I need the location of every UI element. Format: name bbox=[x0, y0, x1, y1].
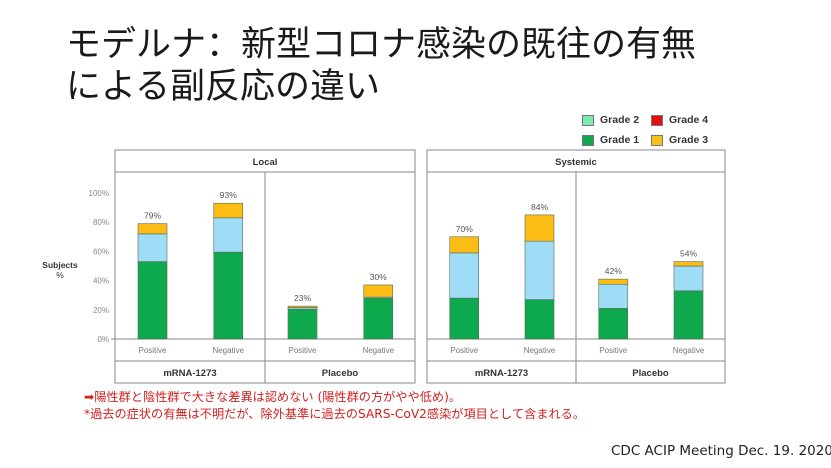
bar-segment-grade2 bbox=[449, 252, 480, 299]
slide-title: モデルナ：新型コロナ感染の既往の有無 による副反応の違い bbox=[66, 24, 696, 108]
bar-segment-grade1 bbox=[673, 290, 704, 340]
bar-total-label: 84% bbox=[531, 202, 548, 212]
bar-segment-grade3 bbox=[363, 284, 394, 298]
bar-segment-grade1 bbox=[137, 261, 168, 340]
y-tick-label: 20% bbox=[93, 306, 109, 315]
legend-item-grade-1: Grade 1 bbox=[582, 134, 639, 146]
legend-swatch-grade-3 bbox=[651, 134, 663, 146]
note-line-1: ➡陽性群と陰性群で大きな差異は認めない (陽性群の方がやや低め)。 bbox=[84, 390, 462, 404]
x-category-label: Negative bbox=[673, 346, 705, 355]
legend-label-grade-4: Grade 4 bbox=[669, 114, 709, 126]
legend-label-grade-1: Grade 1 bbox=[600, 134, 640, 146]
bar-segment-grade3 bbox=[137, 223, 168, 235]
bar-segment-grade3 bbox=[287, 305, 318, 308]
bar-total-label: 42% bbox=[605, 266, 622, 276]
x-category-label: Negative bbox=[362, 346, 394, 355]
bar-segment-grade1 bbox=[598, 308, 629, 340]
panel-title: Systemic bbox=[555, 157, 597, 168]
legend-item-grade-2: Grade 2 bbox=[582, 114, 639, 126]
bar-segment-grade1 bbox=[213, 251, 244, 340]
group-label: Placebo bbox=[322, 368, 359, 379]
bar-segment-grade1 bbox=[363, 297, 394, 340]
group-label: mRNA-1273 bbox=[475, 368, 528, 379]
legend-swatch-grade-2 bbox=[582, 114, 594, 126]
bar-total-label: 70% bbox=[456, 224, 473, 234]
legend-label-grade-3: Grade 3 bbox=[669, 134, 709, 146]
slide-title-line-2: による副反応の違い bbox=[66, 67, 380, 107]
bar-segment-grade1 bbox=[449, 297, 480, 340]
panel-title: Local bbox=[253, 157, 278, 168]
y-tick-label: 100% bbox=[89, 189, 109, 198]
y-axis-label: Subjects bbox=[42, 260, 78, 270]
bar-total-label: 93% bbox=[220, 190, 237, 200]
y-tick-label: 80% bbox=[93, 218, 109, 227]
y-axis-label-unit: % bbox=[56, 270, 64, 280]
bar-segment-grade2 bbox=[524, 240, 555, 300]
bar-segment-grade3 bbox=[449, 236, 480, 254]
bar-total-label: 30% bbox=[370, 272, 387, 282]
group-label: Placebo bbox=[632, 368, 669, 379]
group-label: mRNA-1273 bbox=[163, 368, 216, 379]
bar-segment-grade2 bbox=[213, 217, 244, 253]
x-category-label: Negative bbox=[524, 346, 556, 355]
x-category-label: Positive bbox=[288, 346, 317, 355]
notes: ➡陽性群と陰性群で大きな差異は認めない (陽性群の方がやや低め)。 *過去の症状… bbox=[84, 389, 585, 423]
bar-segment-grade2 bbox=[673, 265, 704, 292]
legend-swatch-grade-1 bbox=[582, 134, 594, 146]
bar-segment-grade1 bbox=[524, 299, 555, 340]
y-tick-label: 0% bbox=[97, 335, 109, 344]
bar-segment-grade2 bbox=[598, 283, 629, 309]
bar-segment-grade1 bbox=[287, 308, 318, 340]
y-tick-label: 60% bbox=[93, 247, 109, 256]
bar-total-label: 79% bbox=[144, 211, 161, 221]
legend-swatch-grade-4 bbox=[651, 114, 663, 126]
bar-total-label: 23% bbox=[294, 293, 311, 303]
x-category-label: Positive bbox=[138, 346, 167, 355]
bar-segment-grade3 bbox=[213, 202, 244, 219]
slide-title-line-1: モデルナ：新型コロナ感染の既往の有無 bbox=[66, 25, 697, 65]
source-citation: CDC ACIP Meeting Dec. 19. 2020 bbox=[611, 443, 831, 459]
bar-segment-grade3 bbox=[673, 261, 704, 267]
bar-segment-grade3 bbox=[598, 278, 629, 285]
bar-segment-grade3 bbox=[524, 214, 555, 242]
y-tick-label: 40% bbox=[93, 277, 109, 286]
x-category-label: Positive bbox=[599, 346, 628, 355]
x-category-label: Positive bbox=[450, 346, 479, 355]
bar-segment-grade2 bbox=[137, 233, 168, 262]
bar-total-label: 54% bbox=[680, 249, 697, 259]
x-category-label: Negative bbox=[212, 346, 244, 355]
legend-item-grade-4: Grade 4 bbox=[651, 114, 708, 126]
note-line-2: *過去の症状の有無は不明だが、除外基準に過去のSARS-CoV2感染が項目として… bbox=[84, 407, 586, 421]
legend-item-grade-3: Grade 3 bbox=[651, 134, 708, 146]
legend-label-grade-2: Grade 2 bbox=[600, 114, 640, 126]
